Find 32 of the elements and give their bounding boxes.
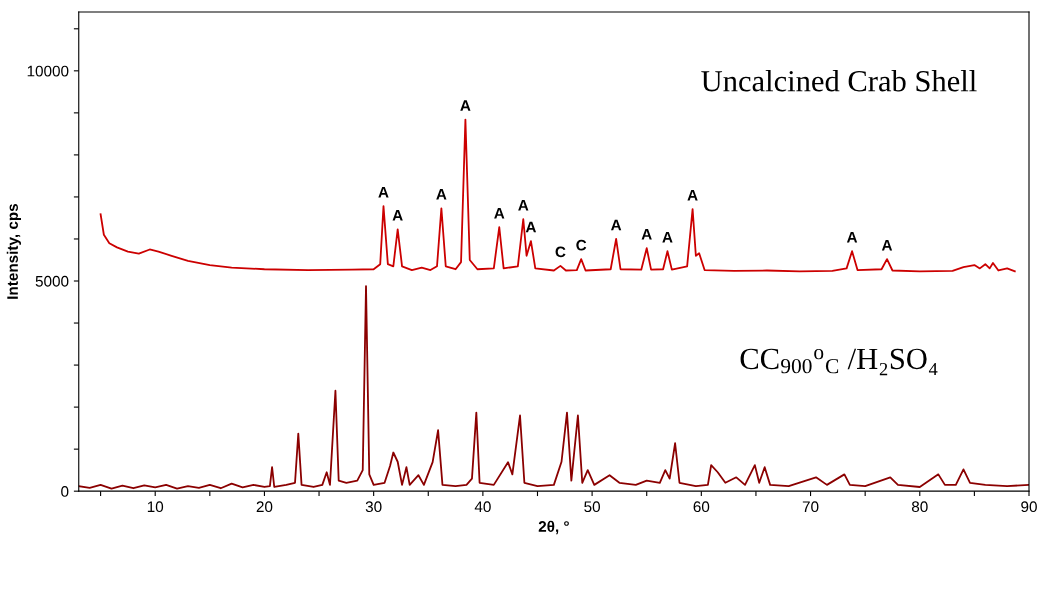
annotation: A	[662, 231, 673, 243]
annotation: A	[525, 221, 537, 233]
annotation: C	[555, 246, 566, 258]
y-tick-label: 0	[61, 486, 69, 497]
x-tick-label: 80	[911, 501, 928, 513]
annotation: Uncalcined Crab Shell	[701, 70, 977, 92]
x-tick-label: 60	[693, 501, 710, 513]
x-tick-label: 50	[584, 501, 600, 513]
x-tick-label: 70	[802, 501, 819, 513]
x-tick-label: 30	[365, 501, 382, 513]
line-series	[99, 118, 1016, 273]
annotation: A	[881, 239, 893, 251]
y-tick-label: 10000	[27, 65, 69, 77]
annotation: C	[576, 239, 587, 251]
y-axis-title: Intensity, cps	[6, 203, 21, 299]
annotation: A	[846, 231, 858, 243]
annotation: CC$_{900}$$^{o}$$_{C}$ /H₂SO₄	[740, 348, 938, 376]
x-axis-title: 2θ, °	[538, 520, 569, 535]
y-tick-label: 5000	[35, 275, 69, 287]
annotation: A	[378, 186, 389, 198]
annotation: A	[611, 219, 622, 231]
x-tick-label: 40	[474, 501, 491, 513]
annotation: A	[494, 207, 505, 219]
x-tick-label: 20	[256, 501, 273, 513]
annotation: A	[518, 199, 529, 211]
annotation: A	[392, 210, 403, 221]
x-tick-label: 90	[1021, 501, 1037, 513]
annotation: A	[687, 189, 698, 201]
annotation: A	[641, 228, 652, 240]
annotation: A	[460, 100, 471, 111]
annotation: A	[436, 189, 447, 200]
x-tick-label: 10	[147, 501, 164, 513]
